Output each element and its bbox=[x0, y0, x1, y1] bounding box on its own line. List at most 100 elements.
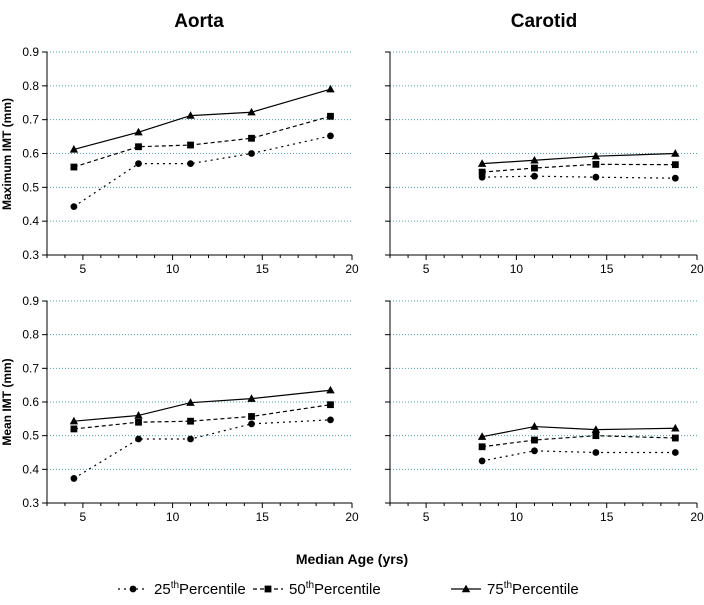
data-point-triangle bbox=[186, 111, 195, 119]
y-tick-label: 0.5 bbox=[22, 180, 39, 194]
series-line-1 bbox=[482, 175, 676, 179]
data-point-circle bbox=[327, 132, 334, 140]
data-point-triangle bbox=[591, 151, 601, 160]
data-point-triangle bbox=[186, 398, 195, 406]
data-point-triangle bbox=[69, 416, 79, 425]
data-point-circle bbox=[135, 435, 142, 443]
data-point-square bbox=[70, 425, 78, 433]
y-tick-label: 0.3 bbox=[22, 496, 39, 510]
x-tick-label: 5 bbox=[80, 510, 87, 524]
x-tick-label: 15 bbox=[256, 262, 270, 276]
series-line-2 bbox=[482, 435, 676, 448]
x-tick-label: 10 bbox=[166, 510, 180, 524]
data-point-circle bbox=[592, 449, 600, 456]
y-tick-label: 0.9 bbox=[22, 294, 39, 308]
y-tick-label: 0.4 bbox=[22, 214, 39, 228]
data-point-square bbox=[478, 168, 486, 176]
data-point-circle bbox=[531, 447, 538, 455]
y-tick-label: 0.7 bbox=[22, 113, 39, 127]
y-tick-label: 0.5 bbox=[22, 429, 39, 443]
panel-top-right: 5 10 15 20 bbox=[385, 51, 704, 276]
data-point-square bbox=[671, 161, 679, 169]
legend-marker-square bbox=[264, 585, 272, 593]
x-tick-label: 15 bbox=[600, 510, 614, 524]
y-tick-label: 0.4 bbox=[22, 462, 39, 476]
data-point-circle bbox=[248, 420, 255, 428]
x-tick-label: 20 bbox=[690, 510, 704, 524]
series-line-2 bbox=[73, 115, 331, 168]
x-axis-label: Median Age (yrs) bbox=[296, 551, 408, 567]
data-point-triangle bbox=[134, 411, 143, 419]
data-point-square bbox=[327, 401, 334, 409]
y-tick-label: 0.6 bbox=[22, 147, 39, 161]
data-point-triangle bbox=[530, 155, 539, 164]
x-tick-label: 10 bbox=[166, 262, 180, 276]
series-line-2 bbox=[73, 404, 331, 430]
series-line-3 bbox=[482, 152, 676, 165]
x-tick-label: 20 bbox=[345, 262, 359, 276]
data-point-triangle bbox=[69, 145, 79, 153]
x-tick-label: 5 bbox=[423, 510, 430, 524]
y-tick-label: 0.8 bbox=[22, 328, 39, 342]
chart-panels: 0.30.40.50.60.70.80.95 10 15 20 5 10 15 200.30.… bbox=[22, 45, 704, 524]
series-line-1 bbox=[73, 419, 331, 479]
y-tick-label: 0.9 bbox=[22, 45, 39, 59]
data-point-square bbox=[135, 418, 142, 426]
data-point-square bbox=[592, 160, 600, 168]
x-tick-label: 15 bbox=[600, 262, 614, 276]
data-point-square bbox=[671, 434, 679, 442]
data-point-square bbox=[187, 141, 194, 149]
y-tick-label: 0.7 bbox=[22, 361, 39, 375]
x-tick-label: 10 bbox=[510, 262, 524, 276]
data-point-triangle bbox=[477, 159, 487, 167]
data-point-circle bbox=[135, 160, 142, 168]
series-line-3 bbox=[73, 88, 331, 151]
panel-top-left: 0.3 0.4 0.5 0.6 0.7 0.8 0.9 5 10 15 20 bbox=[22, 45, 359, 276]
x-tick-label: 5 bbox=[423, 262, 430, 276]
x-tick-label: 15 bbox=[256, 510, 270, 524]
x-tick-label: 5 bbox=[80, 262, 87, 276]
legend-item-1: 25thPercentile bbox=[118, 580, 246, 598]
legend-label: 50thPercentile bbox=[289, 580, 381, 598]
data-point-triangle bbox=[591, 425, 601, 433]
data-point-square bbox=[478, 443, 486, 451]
legend-label: 75thPercentile bbox=[487, 580, 579, 598]
data-point-circle bbox=[187, 160, 194, 168]
legend-label: 25thPercentile bbox=[154, 580, 246, 598]
data-point-square bbox=[135, 143, 142, 151]
x-tick-label: 20 bbox=[345, 510, 359, 524]
data-point-circle bbox=[531, 172, 538, 180]
data-point-circle bbox=[70, 203, 78, 211]
data-point-circle bbox=[671, 174, 679, 182]
data-point-triangle bbox=[477, 432, 487, 440]
data-point-triangle bbox=[530, 422, 539, 430]
legend: 25thPercentile 50thPercentile 75thPercenti… bbox=[118, 580, 579, 598]
column-title-carotid: Carotid bbox=[511, 11, 578, 32]
data-point-circle bbox=[592, 173, 600, 181]
series-line-3 bbox=[73, 389, 331, 422]
legend-item-2: 50thPercentile bbox=[253, 580, 381, 598]
data-point-triangle bbox=[326, 84, 335, 93]
series-line-1 bbox=[481, 450, 676, 462]
data-point-triangle bbox=[326, 385, 335, 394]
y-tick-label: 0.8 bbox=[22, 79, 39, 93]
data-point-triangle bbox=[671, 149, 680, 157]
panel-bottom-left: 0.3 0.4 0.5 0.6 0.7 0.8 0.9 5 10 15 20 bbox=[22, 294, 359, 524]
data-point-circle bbox=[70, 475, 78, 482]
bottom-row-y-axis-label: Mean IMT (mm) bbox=[0, 358, 14, 445]
data-point-square bbox=[327, 112, 334, 120]
data-point-square bbox=[531, 164, 538, 172]
data-point-triangle bbox=[247, 394, 256, 402]
series-line-3 bbox=[481, 425, 676, 438]
data-point-triangle bbox=[134, 127, 143, 136]
data-point-triangle bbox=[671, 423, 680, 432]
data-point-circle bbox=[187, 435, 194, 443]
data-point-square bbox=[592, 432, 600, 440]
data-point-square bbox=[187, 417, 194, 425]
data-point-square bbox=[248, 413, 255, 420]
series-line-2 bbox=[482, 163, 676, 173]
legend-marker-circle bbox=[129, 585, 137, 593]
column-title-aorta: Aorta bbox=[174, 11, 224, 32]
data-point-circle bbox=[327, 416, 334, 424]
